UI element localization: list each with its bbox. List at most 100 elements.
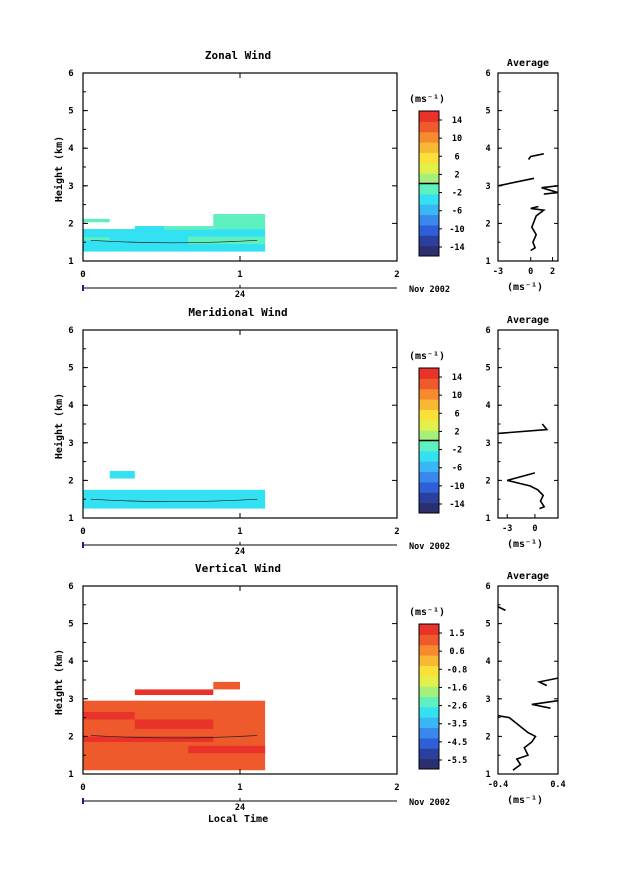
colorbar-swatch xyxy=(419,717,439,729)
profile-title: Average xyxy=(507,315,549,326)
colorbar-swatch xyxy=(419,245,439,257)
colorbar-swatch xyxy=(419,481,439,493)
date-axis-month: Nov 2002 xyxy=(409,542,450,552)
chart-title: Zonal Wind xyxy=(205,49,271,62)
colorbar-swatch xyxy=(419,502,439,514)
profile-y-tick-label: 1 xyxy=(485,770,490,780)
date-axis-day: 24 xyxy=(235,547,245,557)
colorbar-swatch xyxy=(419,440,439,452)
profile-line xyxy=(498,423,549,435)
colorbar-swatch xyxy=(419,419,439,431)
heatmap-cell xyxy=(83,218,110,223)
y-axis-label: Height (km) xyxy=(53,393,65,459)
colorbar-tick-label: -6 xyxy=(452,464,462,474)
heatmap-cell xyxy=(134,719,214,729)
y-tick-label: 1 xyxy=(68,514,73,524)
colorbar-tick-label: -4.5 xyxy=(447,738,467,748)
y-tick-label: 3 xyxy=(68,439,73,449)
colorbar-tick-label: 10 xyxy=(452,134,462,144)
profile-line xyxy=(530,205,546,252)
x-tick-label: 0 xyxy=(80,783,85,793)
heatmap-cell xyxy=(164,226,214,230)
y-tick-label: 3 xyxy=(68,182,73,192)
y-tick-label: 2 xyxy=(68,732,73,742)
profile-y-tick-label: 5 xyxy=(485,107,490,117)
y-tick-label: 4 xyxy=(68,144,74,154)
date-axis-day: 24 xyxy=(235,803,245,813)
y-tick-label: 4 xyxy=(68,657,74,667)
profile-y-tick-label: 3 xyxy=(485,182,490,192)
colorbar-swatch xyxy=(419,121,439,133)
y-tick-label: 6 xyxy=(68,582,73,592)
colorbar-swatch xyxy=(419,706,439,718)
profile-line xyxy=(506,472,546,510)
colorbar-swatch xyxy=(419,204,439,216)
x-tick-label: 2 xyxy=(394,527,399,537)
colorbar-tick-label: 2 xyxy=(454,427,459,437)
colorbar-tick-label: -3.5 xyxy=(447,720,467,730)
profile-x-tick-label: 0.4 xyxy=(550,780,565,790)
heatmap-cell xyxy=(213,681,240,690)
chart-title: Meridional Wind xyxy=(188,306,287,319)
profile-y-tick-label: 6 xyxy=(485,326,490,336)
colorbar-unit: (ms⁻¹) xyxy=(409,607,445,618)
profile-x-tick-label: -3 xyxy=(493,267,503,277)
colorbar-tick-label: 6 xyxy=(454,409,459,419)
profile-y-tick-label: 2 xyxy=(485,219,490,229)
colorbar-tick-label: -14 xyxy=(449,500,464,510)
profile-y-tick-label: 1 xyxy=(485,514,490,524)
chart-title: Vertical Wind xyxy=(195,562,281,575)
y-tick-label: 6 xyxy=(68,69,73,79)
colorbar-swatch xyxy=(419,430,439,441)
profile-x-tick-label: -3 xyxy=(502,524,512,534)
profile-y-tick-label: 4 xyxy=(485,657,490,667)
contour-line xyxy=(90,239,258,244)
colorbar-swatch xyxy=(419,665,439,677)
colorbar-swatch xyxy=(419,388,439,400)
x-tick-label: 0 xyxy=(80,527,85,537)
colorbar-swatch xyxy=(419,624,439,635)
colorbar-tick-label: 2 xyxy=(454,170,459,180)
heatmap-cell xyxy=(134,226,165,230)
profile-y-tick-label: 6 xyxy=(485,69,490,79)
colorbar-tick-label: -6 xyxy=(452,207,462,217)
colorbar-swatch xyxy=(419,748,439,760)
colorbar-swatch xyxy=(419,450,439,462)
heatmap-cell xyxy=(83,237,110,241)
colorbar-tick-label: -1.6 xyxy=(447,683,467,693)
colorbar-swatch xyxy=(419,696,439,708)
colorbar-tick-label: 14 xyxy=(452,373,462,383)
profile-y-tick-label: 4 xyxy=(485,401,490,411)
profile-y-tick-label: 3 xyxy=(485,695,490,705)
colorbar-swatch xyxy=(419,737,439,749)
heatmap-cell xyxy=(109,471,135,479)
colorbar-tick-label: -14 xyxy=(449,243,464,253)
colorbar-swatch xyxy=(419,111,439,122)
profile-title: Average xyxy=(507,571,549,582)
profile-y-tick-label: 1 xyxy=(485,257,490,267)
y-axis-label: Height (km) xyxy=(53,136,65,202)
colorbar-swatch xyxy=(419,142,439,153)
colorbar-unit: (ms⁻¹) xyxy=(409,351,445,362)
colorbar-swatch xyxy=(419,409,439,421)
x-tick-label: 2 xyxy=(394,783,399,793)
profile-y-tick-label: 4 xyxy=(485,144,490,154)
colorbar-swatch xyxy=(419,152,439,164)
colorbar-swatch xyxy=(419,193,439,205)
date-axis-day: 24 xyxy=(235,290,245,300)
colorbar-tick-label: -2 xyxy=(452,446,462,456)
profile-line xyxy=(541,185,558,195)
heatmap-cell xyxy=(134,689,214,696)
heatmap-cell xyxy=(83,700,266,771)
y-tick-label: 5 xyxy=(68,364,73,374)
colorbar-tick-label: 0.6 xyxy=(449,647,464,657)
profile-x-label: (ms⁻¹) xyxy=(507,795,543,806)
colorbar-swatch xyxy=(419,634,439,646)
profile-x-tick-label: 2 xyxy=(550,267,555,277)
contour-line xyxy=(90,735,258,739)
contour-line xyxy=(90,498,258,503)
